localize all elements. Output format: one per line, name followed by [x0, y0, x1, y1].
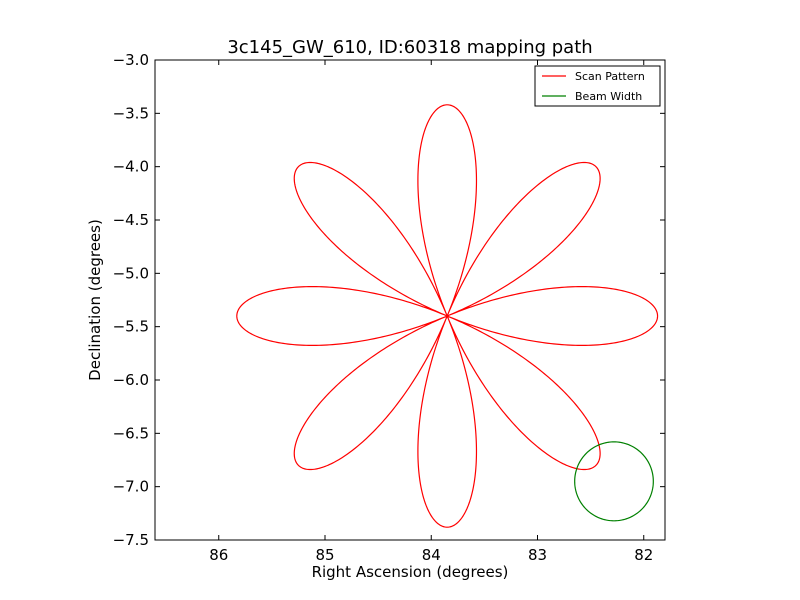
- y-tick-label: −7.5: [113, 531, 149, 549]
- legend-box: [534, 65, 661, 107]
- plot-area-frame: [154, 59, 666, 541]
- y-tick-label: −4.5: [113, 211, 149, 229]
- beam-width-circle: [574, 441, 654, 522]
- y-tick-label: −7.0: [113, 478, 149, 496]
- x-tick-label: 83: [528, 546, 547, 564]
- x-tick-label: 86: [209, 546, 228, 564]
- x-tick-label: 82: [634, 546, 653, 564]
- x-tick-label: 85: [315, 546, 334, 564]
- y-tick-label: −5.0: [113, 264, 149, 282]
- legend-label-beam-width: Beam Width: [575, 90, 642, 103]
- legend-label-scan-pattern: Scan Pattern: [575, 70, 645, 83]
- y-axis-label: Declination (degrees): [86, 219, 104, 381]
- x-tick-label: 84: [422, 546, 441, 564]
- scan-pattern-line: [236, 104, 659, 528]
- y-tick-label: −5.5: [113, 318, 149, 336]
- y-tick-label: −6.5: [113, 424, 149, 442]
- y-tick-label: −4.0: [113, 158, 149, 176]
- chart-title: 3c145_GW_610, ID:60318 mapping path: [227, 37, 592, 58]
- y-tick-label: −3.0: [113, 51, 149, 69]
- y-tick-label: −3.5: [113, 104, 149, 122]
- legend: Scan Pattern Beam Width: [534, 65, 661, 107]
- x-axis-label: Right Ascension (degrees): [312, 563, 509, 581]
- y-tick-label: −6.0: [113, 371, 149, 389]
